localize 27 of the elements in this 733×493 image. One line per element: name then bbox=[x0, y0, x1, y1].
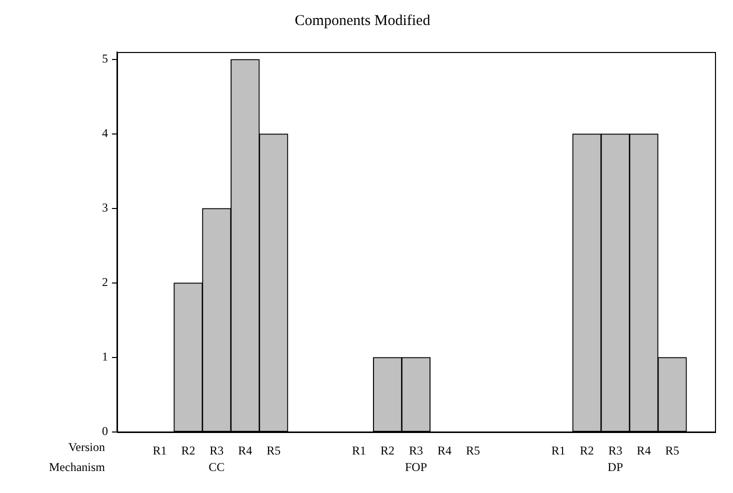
y-tick-label: 3 bbox=[102, 200, 108, 215]
y-tick-label: 1 bbox=[102, 350, 108, 364]
x-tick-label: R5 bbox=[266, 443, 281, 458]
x-tick-label: R2 bbox=[181, 443, 196, 458]
text: Mechanism bbox=[49, 460, 106, 474]
text: DP bbox=[608, 460, 624, 474]
text: FOP bbox=[404, 460, 428, 474]
x-tick-label: R4 bbox=[238, 443, 252, 458]
y-tick-label: 5 bbox=[102, 52, 108, 66]
x-tick-label: R3 bbox=[210, 443, 224, 458]
x-tick-label: R4 bbox=[636, 443, 651, 458]
text: CC bbox=[208, 460, 225, 474]
x-tick-label: R2 bbox=[380, 443, 395, 458]
x-tick-label: R4 bbox=[437, 443, 452, 458]
x-tick-label: R3 bbox=[408, 443, 424, 458]
x-tick-label: R5 bbox=[466, 443, 480, 458]
x-tick-label: R1 bbox=[152, 443, 167, 458]
y-tick-label: 0 bbox=[102, 424, 108, 438]
chart-title: Components Modified bbox=[294, 12, 431, 29]
x-tick-label: R1 bbox=[352, 443, 366, 458]
y-tick-label: 4 bbox=[102, 126, 108, 140]
x-axis-title: Version bbox=[68, 440, 105, 454]
y-tick-label: 2 bbox=[102, 275, 108, 290]
x-tick-label: R3 bbox=[608, 443, 622, 458]
x-tick-label: R2 bbox=[580, 443, 594, 458]
x-tick-label: R5 bbox=[665, 443, 680, 458]
x-tick-label: R1 bbox=[551, 443, 566, 458]
